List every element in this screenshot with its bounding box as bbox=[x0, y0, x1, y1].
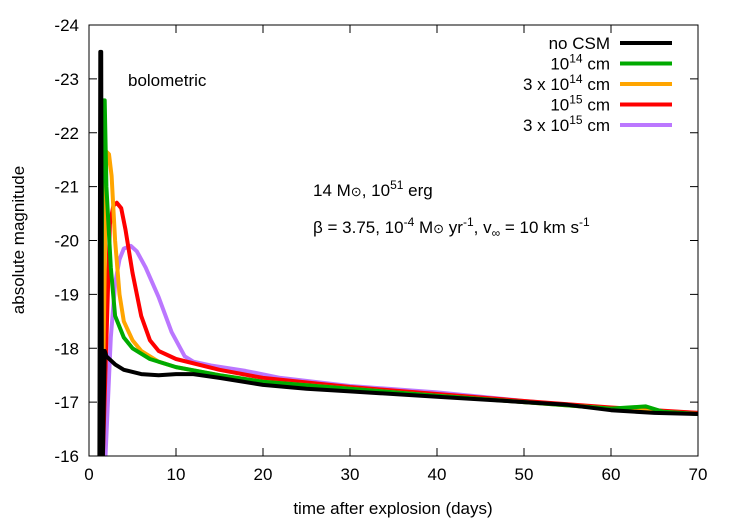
annotation-line1: 14 M⊙, 1051 erg bbox=[313, 178, 433, 200]
y-axis-label: absolute magnitude bbox=[9, 166, 28, 314]
y-tick-label: -23 bbox=[54, 70, 79, 89]
x-tick-label: 70 bbox=[689, 465, 708, 484]
x-tick-label: 60 bbox=[602, 465, 621, 484]
y-tick-label: -22 bbox=[54, 124, 79, 143]
y-tick-label: -21 bbox=[54, 178, 79, 197]
legend-label: 3 x 1015 cm bbox=[523, 113, 610, 135]
annotation-band: bolometric bbox=[128, 71, 207, 90]
y-tick-label: -16 bbox=[54, 447, 79, 466]
y-tick-label: -24 bbox=[54, 16, 79, 35]
y-tick-label: -18 bbox=[54, 339, 79, 358]
series-line bbox=[97, 49, 698, 456]
x-tick-label: 10 bbox=[167, 465, 186, 484]
series-line bbox=[98, 98, 698, 456]
series-line bbox=[100, 200, 698, 456]
x-tick-label: 40 bbox=[428, 465, 447, 484]
annotation-line2: β = 3.75, 10-4 M⊙ yr-1, v∞ = 10 km s-1 bbox=[313, 215, 590, 240]
series-line bbox=[103, 243, 698, 456]
legend-label: 1015 cm bbox=[550, 93, 610, 115]
x-tick-label: 30 bbox=[341, 465, 360, 484]
x-axis-label: time after explosion (days) bbox=[293, 499, 492, 518]
y-tick-label: -20 bbox=[54, 232, 79, 251]
legend-label: no CSM bbox=[549, 34, 610, 53]
x-tick-label: 50 bbox=[515, 465, 534, 484]
legend-label: 1014 cm bbox=[550, 52, 610, 74]
x-tick-label: 0 bbox=[84, 465, 93, 484]
x-tick-label: 20 bbox=[254, 465, 273, 484]
y-tick-label: -17 bbox=[54, 393, 79, 412]
y-tick-label: -19 bbox=[54, 285, 79, 304]
legend-label: 3 x 1014 cm bbox=[523, 72, 610, 94]
plot-frame bbox=[88, 24, 699, 457]
